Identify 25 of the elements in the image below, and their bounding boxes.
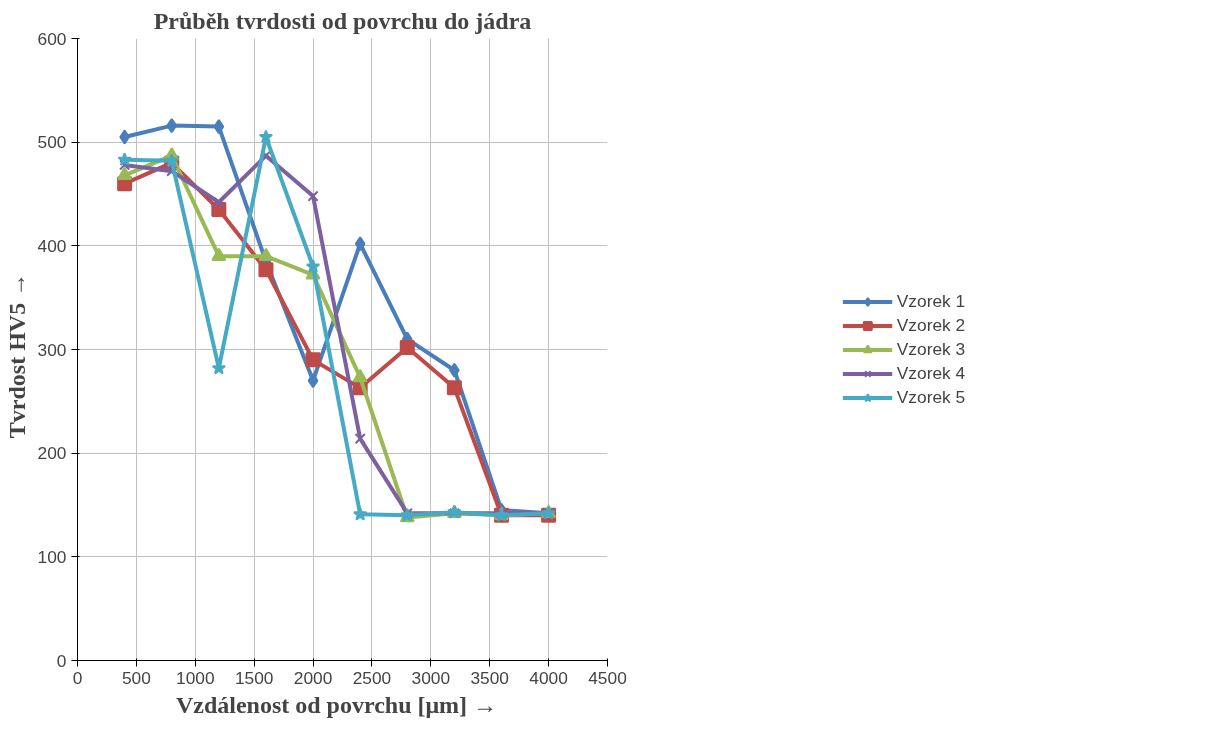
y-axis-title: Tvrdost HV5 → — [3, 272, 30, 439]
legend-label: Vzorek 1 — [896, 290, 966, 312]
x-tick-label: 2000 — [293, 667, 333, 688]
legend-label: Vzorek 3 — [896, 338, 966, 360]
x-tick-label: 2500 — [352, 667, 392, 688]
legend-label: Vzorek 2 — [896, 314, 966, 336]
y-tick-label: 300 — [37, 339, 67, 360]
x-tick-label: 1500 — [234, 667, 274, 688]
x-axis-title: Vzdálenost od povrchu [μm] → — [175, 691, 498, 718]
y-tick-label: 200 — [37, 443, 67, 464]
y-tick-label: 600 — [37, 28, 67, 49]
y-tick-label: 0 — [56, 650, 67, 671]
x-tick-label: 3500 — [470, 667, 510, 688]
x-tick-label: 4000 — [529, 667, 568, 688]
x-tick-label: 0 — [72, 667, 83, 688]
y-tick-label: 500 — [37, 132, 67, 153]
x-tick-label: 3000 — [411, 667, 451, 688]
y-tick-label: 100 — [37, 546, 67, 567]
legend-label: Vzorek 5 — [896, 386, 966, 408]
x-tick-label: 1000 — [176, 667, 215, 688]
x-tick-label: 4500 — [588, 667, 627, 688]
legend-label: Vzorek 4 — [896, 362, 966, 384]
chart-title: Průběh tvrdosti od povrchu do jádra — [153, 7, 532, 34]
y-tick-label: 400 — [37, 235, 67, 256]
x-tick-label: 500 — [121, 667, 151, 688]
